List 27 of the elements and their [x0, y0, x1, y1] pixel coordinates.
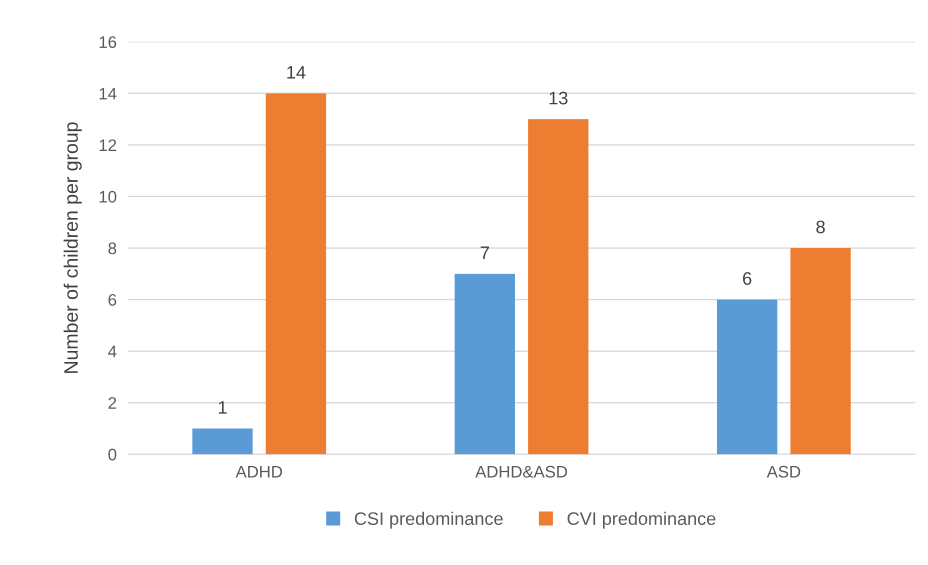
y-tick-label: 4: [108, 346, 116, 358]
y-tick-label: 0: [108, 448, 116, 460]
y-tick-label: 12: [100, 139, 116, 151]
bar: [454, 274, 515, 454]
y-axis-title: Number of children per group: [64, 122, 82, 373]
data-label: 13: [550, 92, 568, 104]
y-tick-label: 16: [100, 36, 116, 48]
y-tick-label: 2: [108, 397, 116, 409]
legend-label: CSI predominance: [354, 512, 503, 529]
bar: [266, 93, 326, 454]
bar: [716, 300, 778, 454]
bar: [790, 248, 851, 454]
data-label: 14: [287, 66, 306, 79]
x-tick-label: ASD: [766, 466, 800, 478]
data-label: 8: [816, 220, 825, 234]
y-tick-label: 8: [108, 242, 116, 254]
bar: [192, 428, 253, 454]
y-tick-label: 10: [100, 190, 116, 203]
data-label: 7: [480, 246, 489, 259]
legend-label: CVI predominance: [568, 512, 716, 529]
x-tick-label: ADHD&ASD: [475, 466, 568, 478]
x-tick-label: ADHD: [236, 466, 282, 478]
bar: [528, 119, 588, 454]
y-tick-label: 6: [108, 294, 116, 306]
data-label: 1: [218, 401, 227, 414]
y-tick-label: 14: [100, 88, 116, 100]
data-label: 6: [743, 272, 752, 285]
